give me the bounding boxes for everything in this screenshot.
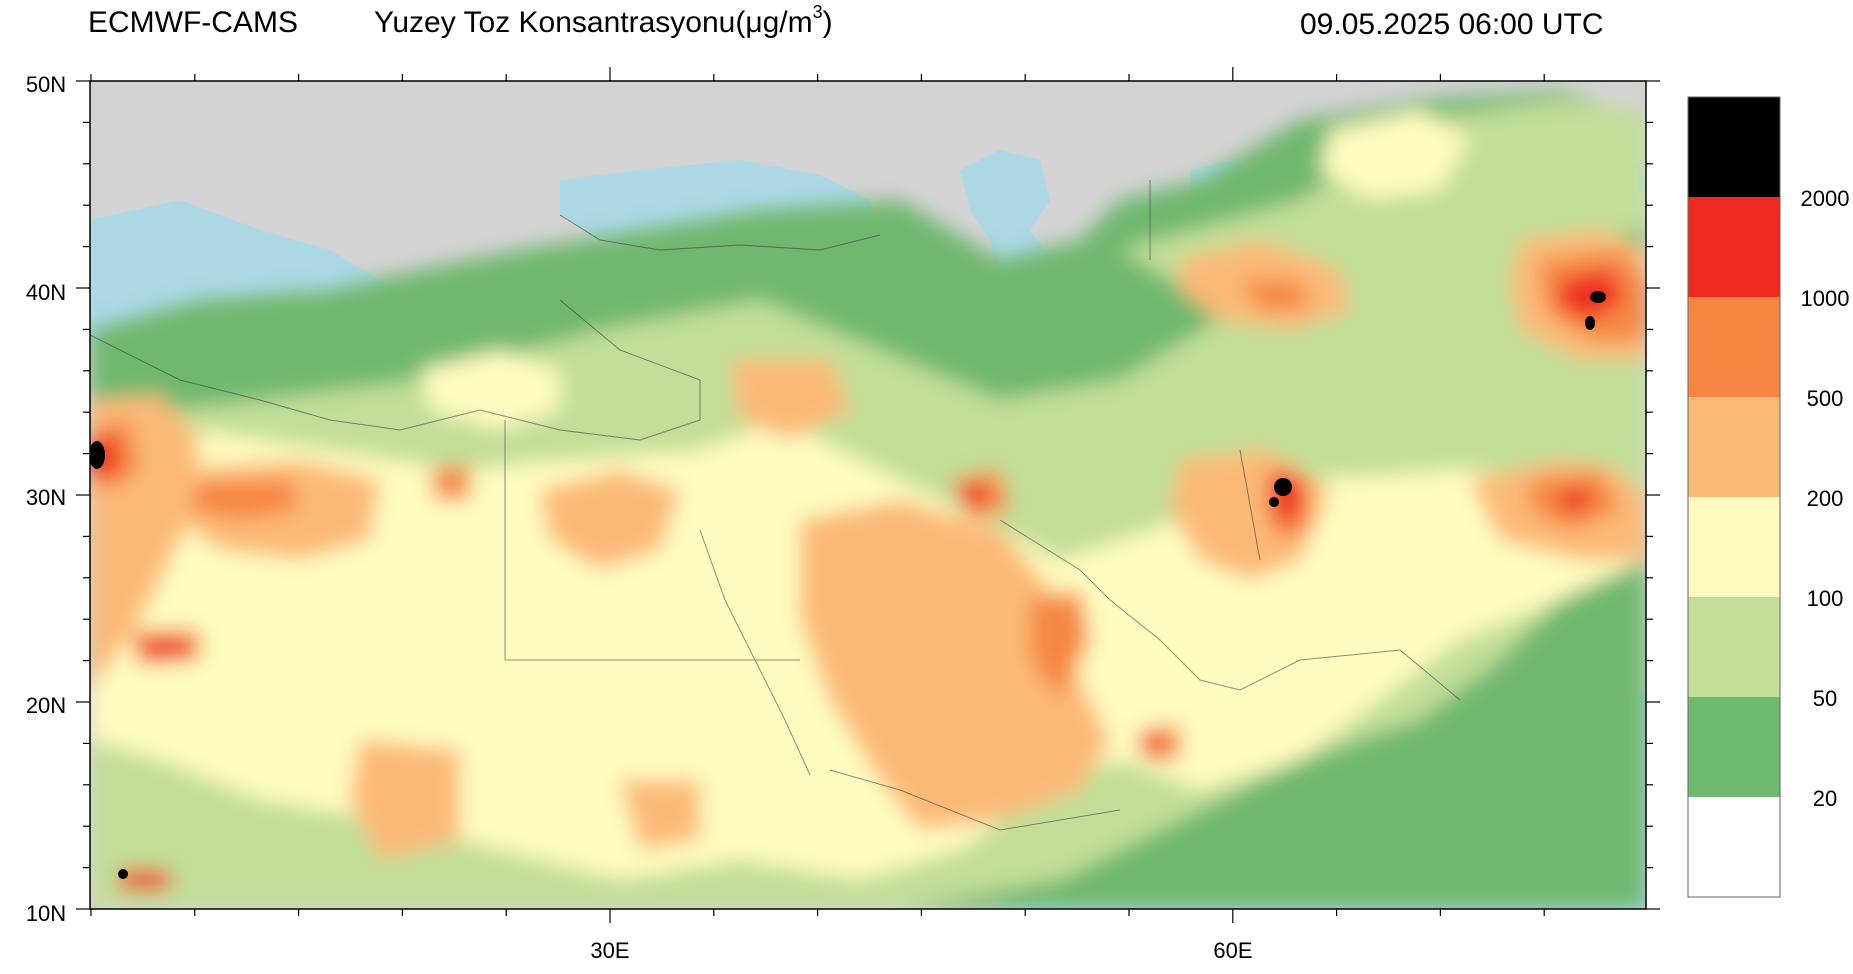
map-title: Yuzey Toz Konsantrasyonu(μg/m3): [374, 3, 833, 39]
lat-label-20n: 20N: [26, 693, 66, 718]
legend-label-200: 200: [1807, 486, 1844, 511]
lon-label-60e: 60E: [1213, 938, 1252, 963]
legend-box-2000: [1688, 97, 1780, 197]
lat-label-50n: 50N: [26, 72, 66, 97]
legend-colorbar: [1687, 96, 1781, 898]
lat-label-40n: 40N: [26, 280, 66, 305]
legend-box-20: [1688, 697, 1780, 797]
legend-box-50: [1688, 597, 1780, 697]
legend-label-1000: 1000: [1801, 286, 1850, 311]
longitude-axis: 30E 60E: [590, 938, 1252, 963]
map-title-main: Yuzey Toz Konsantrasyonu(μg/m: [374, 6, 813, 39]
coastlines-borders: [90, 180, 1461, 831]
legend-box-200: [1688, 397, 1780, 497]
valid-datetime: 09.05.2025 06:00 UTC: [1300, 8, 1604, 41]
lon-label-30e: 30E: [590, 938, 629, 963]
latitude-axis: 50N 40N 30N 20N 10N: [26, 72, 66, 926]
lat-label-10n: 10N: [26, 901, 66, 926]
axis-ticks: [76, 67, 1660, 923]
legend-box-1000: [1688, 197, 1780, 297]
legend-labels: 2000 1000 500 200 100 50 20: [1801, 186, 1850, 811]
legend-label-100: 100: [1807, 586, 1844, 611]
legend-label-20: 20: [1813, 786, 1837, 811]
level-500: [90, 250, 1646, 760]
lat-label-30n: 30N: [26, 485, 66, 510]
legend-frame: [1687, 96, 1781, 898]
legend-box-500: [1688, 297, 1780, 397]
map-title-close: ): [822, 6, 833, 39]
dust-map: [90, 81, 1646, 909]
map-title-unit-exponent: 3: [812, 2, 823, 22]
legend-label-50: 50: [1813, 686, 1837, 711]
legend-box-0: [1688, 797, 1780, 897]
dust-concentration-field: [90, 90, 1646, 909]
legend-box-100: [1688, 497, 1780, 597]
legend-label-500: 500: [1807, 386, 1844, 411]
level-2000-hotspots: [90, 291, 1606, 879]
source-label: ECMWF-CAMS: [88, 6, 298, 39]
legend-label-2000: 2000: [1801, 186, 1850, 211]
